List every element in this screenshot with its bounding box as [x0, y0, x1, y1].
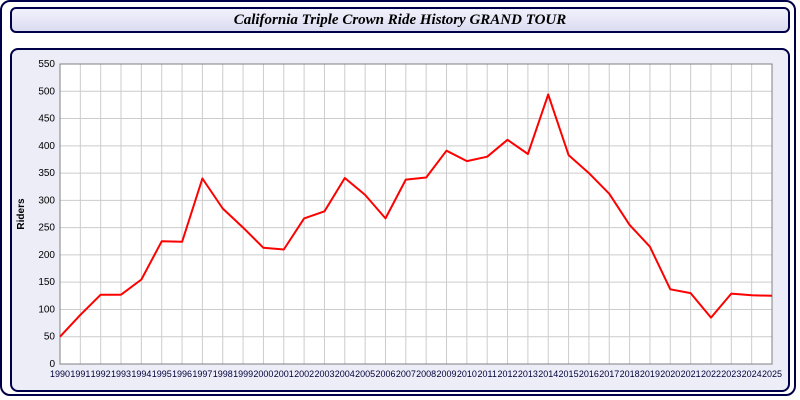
x-axis-tick-label: 2016 — [579, 369, 599, 379]
x-axis-tick-label: 2007 — [396, 369, 416, 379]
series-line-riders — [59, 93, 773, 338]
x-axis-tick-label: 2008 — [416, 369, 436, 379]
x-axis-tick-label: 2024 — [742, 369, 762, 379]
x-axis-tick-label: 2004 — [335, 369, 355, 379]
y-axis-tick-label: 450 — [38, 114, 55, 125]
y-axis-title: Riders — [16, 198, 27, 230]
x-axis-tick-label: 1994 — [131, 369, 151, 379]
chart-title: California Triple Crown Ride History GRA… — [233, 11, 567, 28]
x-axis-tick-label: 2002 — [294, 369, 314, 379]
x-axis-tick-label: 1991 — [70, 369, 90, 379]
y-axis-tick-label: 400 — [38, 141, 55, 152]
x-axis-tick-label: 2021 — [681, 369, 701, 379]
x-axis-tick-label: 2005 — [355, 369, 375, 379]
x-axis-tick-label: 2014 — [538, 369, 558, 379]
x-axis-tick-label: 2013 — [518, 369, 538, 379]
x-axis-tick-label: 1992 — [91, 369, 111, 379]
x-axis-tick-label: 2009 — [436, 369, 456, 379]
y-axis-tick-label: 100 — [38, 304, 55, 315]
plot-border — [59, 63, 773, 365]
x-axis-tick-label: 2015 — [559, 369, 579, 379]
x-axis-tick-label: 2022 — [701, 369, 721, 379]
x-axis-tick-label: 2010 — [457, 369, 477, 379]
x-axis-tick-label: 2011 — [478, 369, 497, 379]
x-axis-tick-label: 1998 — [213, 369, 233, 379]
x-axis-tick-label: 2020 — [660, 369, 680, 379]
x-axis-tick-label: 1993 — [111, 369, 131, 379]
x-axis-tick-label: 2000 — [253, 369, 273, 379]
y-axis-tick-label: 350 — [38, 168, 55, 179]
x-axis-tick-label: 1996 — [172, 369, 192, 379]
x-axis-tick-label: 2019 — [640, 369, 660, 379]
y-axis-tick-label: 250 — [38, 223, 55, 234]
y-axis-tick-label: 50 — [44, 332, 56, 343]
y-axis-tick-label: 200 — [38, 250, 55, 261]
x-axis-tick-label: 1999 — [233, 369, 253, 379]
x-axis-tick-label: 2006 — [375, 369, 395, 379]
x-axis-tick-label: 1995 — [152, 369, 172, 379]
plot-area — [60, 64, 772, 364]
x-axis-tick-label: 2025 — [762, 369, 782, 379]
x-axis-tick-label: 2018 — [620, 369, 640, 379]
y-axis-tick-label: 0 — [49, 359, 55, 370]
x-axis-tick-label: 2012 — [498, 369, 518, 379]
chart-panel: 0 50 100 150 200 250 300 350 400 450 500 550 1990 199… — [10, 48, 790, 392]
x-axis-tick-label: 2023 — [721, 369, 741, 379]
x-axis-tick-label: 1997 — [192, 369, 212, 379]
x-axis-tick-label: 2003 — [314, 369, 334, 379]
x-axis-tick-label: 1990 — [50, 369, 70, 379]
chart-title-bar: California Triple Crown Ride History GRA… — [10, 7, 790, 33]
y-axis-tick-label: 300 — [38, 195, 55, 206]
y-axis-tick-label: 550 — [38, 59, 55, 70]
x-axis-tick-label: 2017 — [599, 369, 619, 379]
y-axis-tick-label: 500 — [38, 86, 55, 97]
y-axis-tick-label: 150 — [38, 277, 55, 288]
x-axis-tick-label: 2001 — [274, 369, 294, 379]
